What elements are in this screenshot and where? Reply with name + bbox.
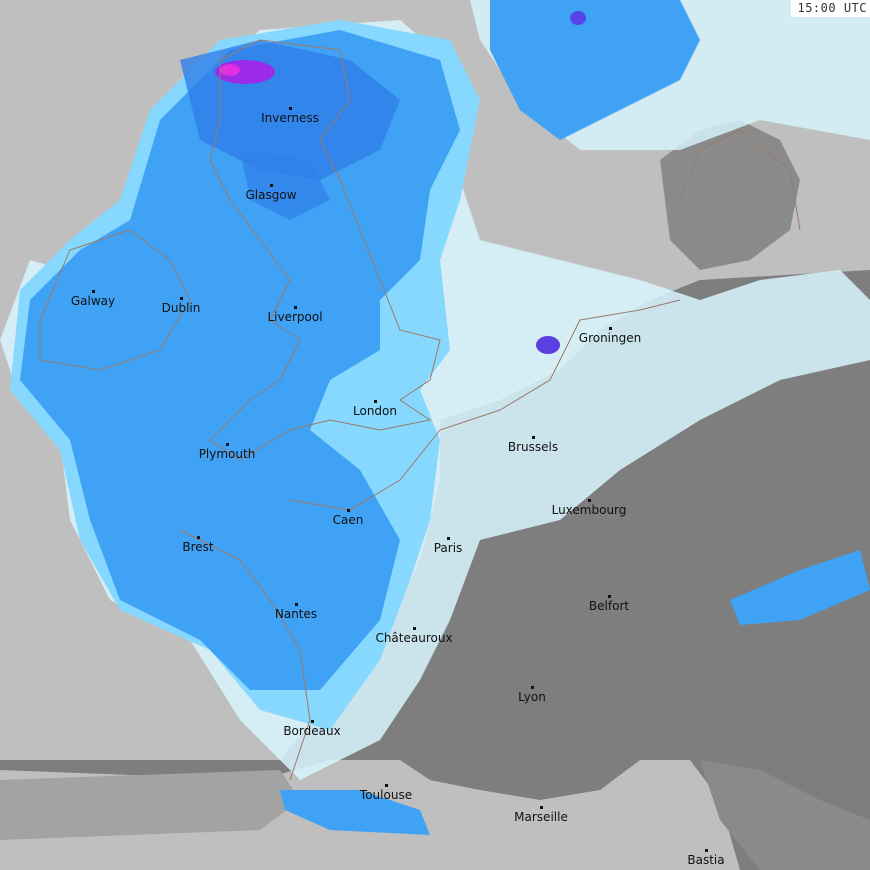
city-marker-icon bbox=[289, 107, 292, 110]
city-label: Groningen bbox=[578, 331, 642, 345]
city-marker-icon bbox=[540, 806, 543, 809]
city-marker-icon bbox=[609, 327, 612, 330]
city-label: Caen bbox=[332, 513, 364, 527]
radar-mid-south bbox=[280, 790, 430, 835]
city-label: London bbox=[353, 404, 397, 418]
city-label: Glasgow bbox=[245, 188, 297, 202]
city-label: Brest bbox=[182, 540, 214, 554]
city-label: Belfort bbox=[588, 599, 630, 613]
radar-mid-north bbox=[490, 0, 700, 140]
land-italy bbox=[700, 760, 870, 870]
city-marker-icon bbox=[447, 537, 450, 540]
city-label: Plymouth bbox=[198, 447, 256, 461]
city-marker-icon bbox=[295, 603, 298, 606]
city-label: Galway bbox=[70, 294, 116, 308]
city-marker-icon bbox=[588, 499, 591, 502]
city-marker-icon bbox=[705, 849, 708, 852]
city-marker-icon bbox=[374, 400, 377, 403]
radar-intense-netherlands bbox=[536, 336, 560, 354]
city-label: Brussels bbox=[507, 440, 559, 454]
land-scandinavia bbox=[660, 120, 800, 270]
city-marker-icon bbox=[311, 720, 314, 723]
city-label: Dublin bbox=[161, 301, 201, 315]
city-label: Nantes bbox=[274, 607, 318, 621]
city-label: Toulouse bbox=[359, 788, 413, 802]
city-label: Bastia bbox=[687, 853, 725, 867]
city-label: Luxembourg bbox=[551, 503, 627, 517]
city-label: Châteauroux bbox=[375, 631, 453, 645]
city-label: Marseille bbox=[514, 810, 568, 824]
city-marker-icon bbox=[347, 509, 350, 512]
city-marker-icon bbox=[531, 686, 534, 689]
city-marker-icon bbox=[226, 443, 229, 446]
city-marker-icon bbox=[92, 290, 95, 293]
city-label: Liverpool bbox=[267, 310, 323, 324]
radar-mid bbox=[20, 30, 460, 690]
radar-mid-alps bbox=[730, 550, 870, 625]
city-marker-icon bbox=[180, 297, 183, 300]
radar-intense-north bbox=[570, 11, 586, 25]
land-light-area bbox=[0, 770, 300, 840]
city-label: Lyon bbox=[518, 690, 546, 704]
city-marker-icon bbox=[413, 627, 416, 630]
radar-heavy-2 bbox=[240, 150, 330, 220]
city-marker-icon bbox=[385, 784, 388, 787]
coastlines bbox=[39, 39, 801, 781]
city-label: Bordeaux bbox=[283, 724, 341, 738]
timestamp: 15:00 UTC bbox=[791, 0, 870, 17]
city-marker-icon bbox=[294, 306, 297, 309]
radar-intense-scotland-2 bbox=[220, 64, 240, 76]
city-marker-icon bbox=[197, 536, 200, 539]
city-label: Inverness bbox=[261, 111, 319, 125]
city-marker-icon bbox=[270, 184, 273, 187]
city-marker-icon bbox=[608, 595, 611, 598]
city-marker-icon bbox=[532, 436, 535, 439]
city-label: Paris bbox=[433, 541, 463, 555]
